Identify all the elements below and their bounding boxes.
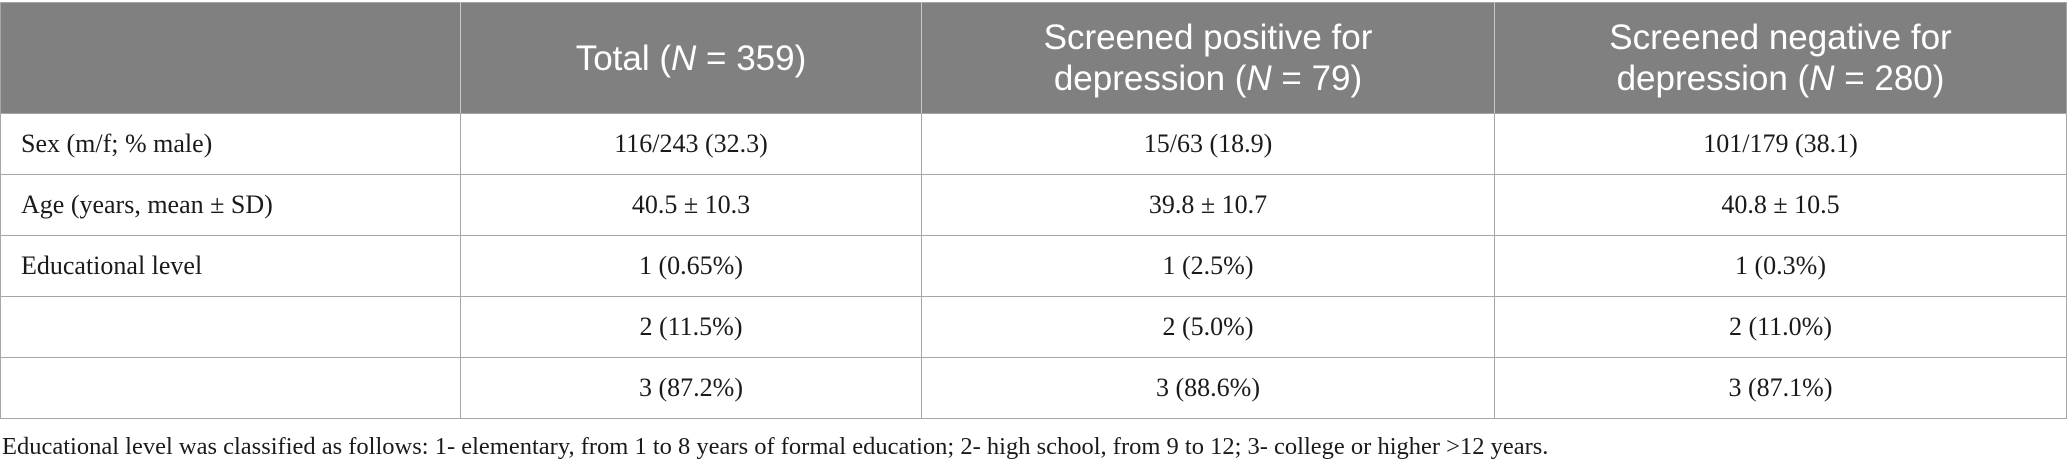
cell-total: 1 (0.65%) bbox=[460, 235, 922, 297]
cell-negative: 1 (0.3%) bbox=[1494, 235, 2067, 297]
cell-positive: 1 (2.5%) bbox=[921, 235, 1495, 297]
header-screened-negative: Screened negative for depression (N = 280… bbox=[1494, 2, 2067, 114]
row-label: Age (years, mean ± SD) bbox=[0, 174, 461, 236]
table-row: Sex (m/f; % male) 116/243 (32.3) 15/63 (… bbox=[0, 113, 2067, 175]
header-total: Total (N = 359) bbox=[460, 2, 922, 114]
table-row: 2 (11.5%) 2 (5.0%) 2 (11.0%) bbox=[0, 296, 2067, 358]
cell-positive: 3 (88.6%) bbox=[921, 357, 1495, 419]
cell-negative: 40.8 ± 10.5 bbox=[1494, 174, 2067, 236]
header-screened-positive: Screened positive for depression (N = 79) bbox=[921, 2, 1495, 114]
row-label: Educational level bbox=[0, 235, 461, 297]
row-label: Sex (m/f; % male) bbox=[0, 113, 461, 175]
cell-total: 116/243 (32.3) bbox=[460, 113, 922, 175]
row-label bbox=[0, 296, 461, 358]
cell-negative: 2 (11.0%) bbox=[1494, 296, 2067, 358]
header-row: Total (N = 359) Screened positive for dep… bbox=[0, 2, 2067, 114]
cell-total: 40.5 ± 10.3 bbox=[460, 174, 922, 236]
cell-total: 2 (11.5%) bbox=[460, 296, 922, 358]
cell-positive: 39.8 ± 10.7 bbox=[921, 174, 1495, 236]
cell-positive: 15/63 (18.9) bbox=[921, 113, 1495, 175]
header-empty bbox=[0, 2, 461, 114]
cell-negative: 3 (87.1%) bbox=[1494, 357, 2067, 419]
cell-total: 3 (87.2%) bbox=[460, 357, 922, 419]
table-row: Age (years, mean ± SD) 40.5 ± 10.3 39.8 … bbox=[0, 174, 2067, 236]
table-row: Educational level 1 (0.65%) 1 (2.5%) 1 (… bbox=[0, 235, 2067, 297]
row-label bbox=[0, 357, 461, 419]
cell-positive: 2 (5.0%) bbox=[921, 296, 1495, 358]
demographics-table: Total (N = 359) Screened positive for dep… bbox=[0, 2, 2067, 419]
cell-negative: 101/179 (38.1) bbox=[1494, 113, 2067, 175]
table-row: 3 (87.2%) 3 (88.6%) 3 (87.1%) bbox=[0, 357, 2067, 419]
table-footnote: Educational level was classified as foll… bbox=[2, 433, 1549, 460]
